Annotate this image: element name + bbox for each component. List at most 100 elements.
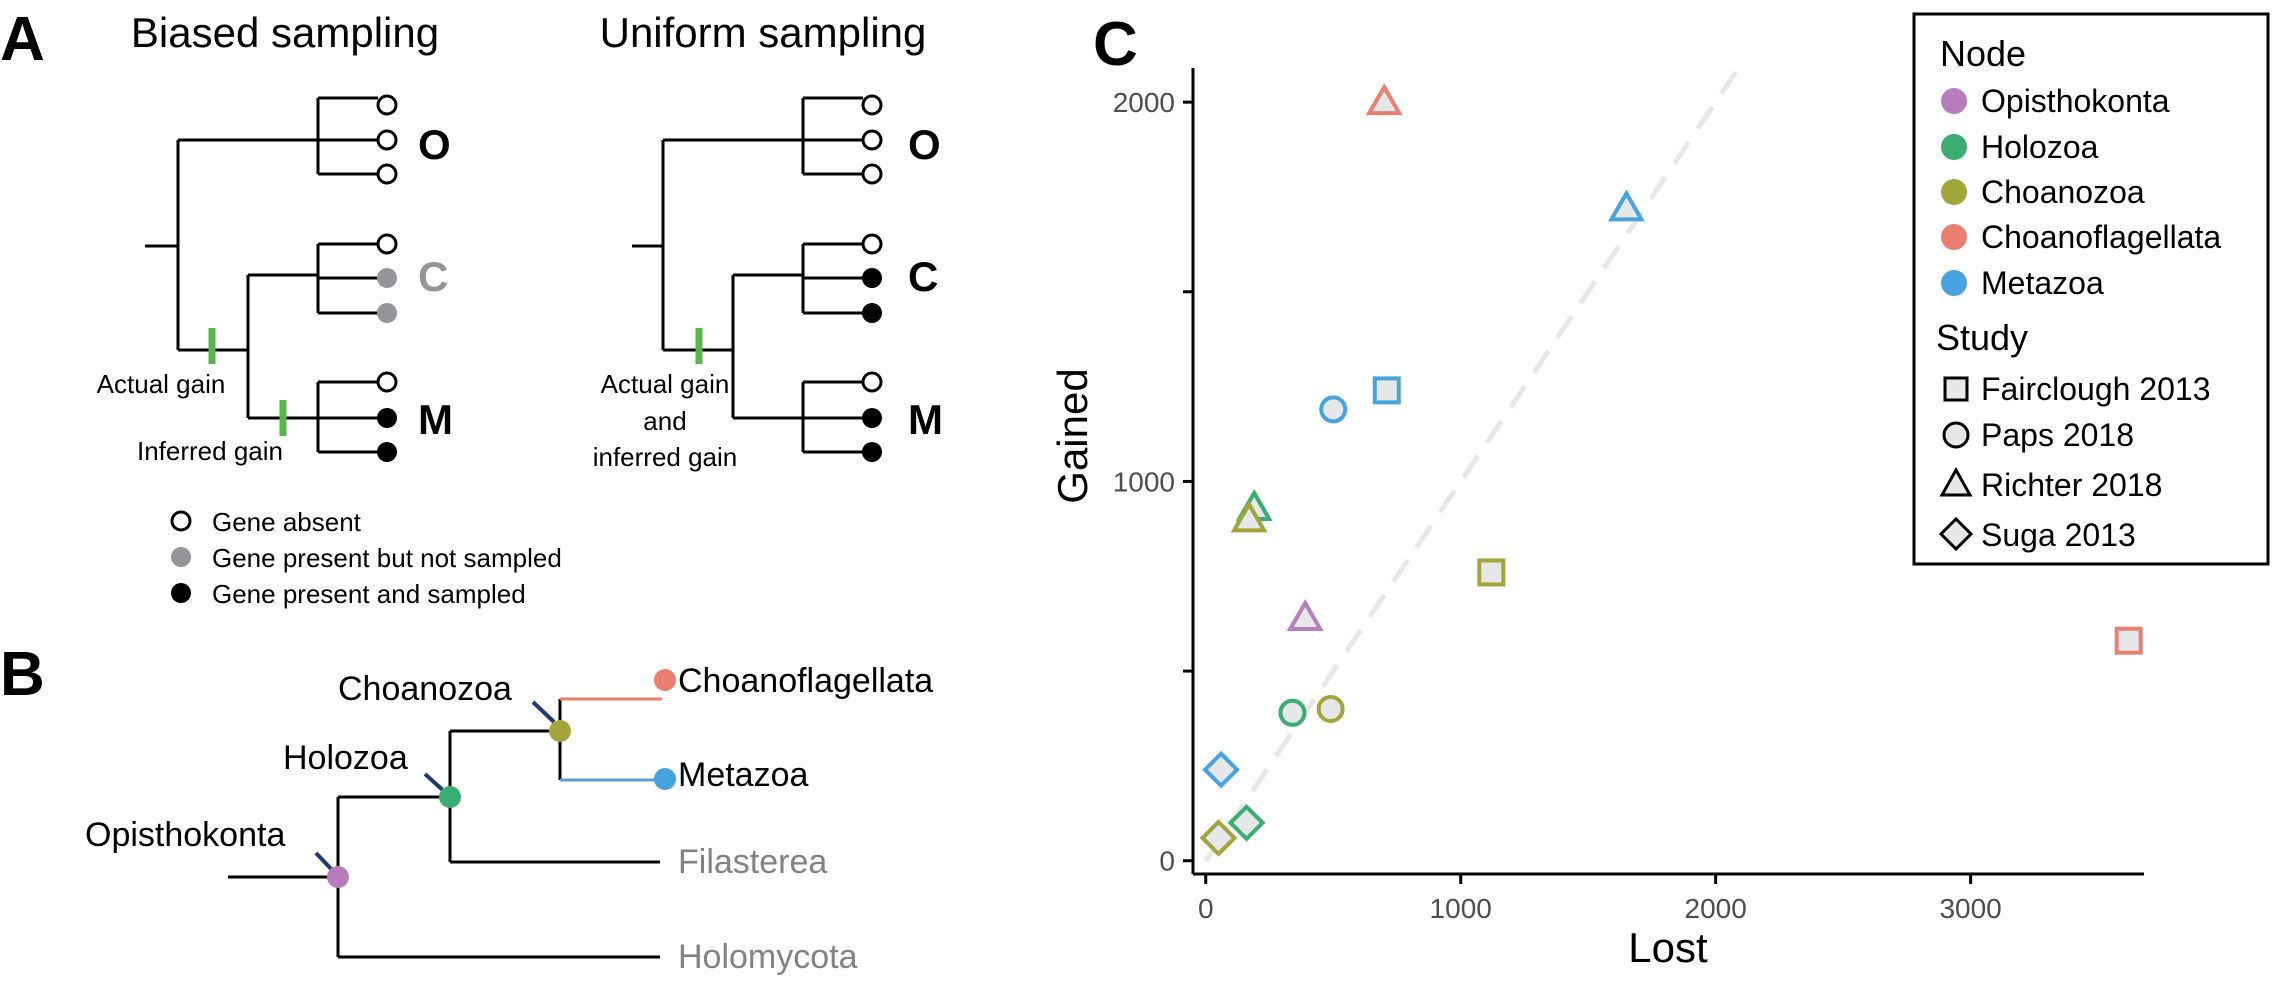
uniform-clade-m: M	[908, 396, 943, 443]
x-axis-label: Lost	[1628, 924, 1708, 971]
biased-tip-m1	[376, 371, 398, 393]
species-tree	[228, 697, 662, 959]
biased-clade-o: O	[418, 121, 451, 168]
uniform-tip-m2	[862, 408, 882, 428]
legend-node-title: Node	[1940, 33, 2026, 74]
legend-choanoflagellata-label: Choanoflagellata	[1981, 219, 2221, 255]
species-tree-branches	[228, 699, 660, 959]
legend-holozoa-label: Holozoa	[1981, 129, 2099, 165]
uniform-tip-c3	[862, 303, 882, 323]
uniform-tip-o1	[861, 94, 883, 116]
holomycota-label: Holomycota	[678, 938, 858, 976]
point-metazoa-paps	[1319, 395, 1348, 424]
legend-metazoa-label: Metazoa	[1981, 265, 2104, 301]
data-points	[1199, 83, 2143, 857]
uniform-tip-o2	[861, 129, 883, 151]
y-tick-label: 2000	[1113, 87, 1175, 118]
scatter-legend: Node Opisthokonta Holozoa Choanozoa Choa…	[1912, 12, 2270, 566]
panel-c: C 0 1000 2000 3000 0 1000 2000 Lost Gained No…	[1049, 10, 2270, 971]
legend-choanozoa-swatch	[1941, 179, 1967, 205]
point-holozoa-paps	[1278, 698, 1307, 727]
x-axis-ticks: 0 1000 2000 3000	[1198, 874, 2002, 924]
biased-tip-o1	[376, 94, 398, 116]
uniform-tip-c2	[862, 268, 882, 288]
y-axis-ticks: 0 1000 2000	[1113, 87, 1193, 877]
biased-clade-m: M	[418, 396, 453, 443]
point-opisthokonta-richter	[1286, 598, 1324, 631]
y-tick-label: 0	[1159, 846, 1175, 877]
metazoa-node	[654, 768, 676, 790]
choanoflagellata-node	[654, 669, 676, 691]
uniform-sampling-title: Uniform sampling	[600, 9, 927, 56]
x-tick-label: 0	[1198, 893, 1214, 924]
x-tick-label: 1000	[1430, 893, 1492, 924]
biased-actual-gain-label: Actual gain	[97, 369, 226, 399]
x-tick-label: 3000	[1939, 893, 2001, 924]
identity-reference-line	[1203, 62, 1744, 863]
legend-choanozoa-label: Choanozoa	[1981, 174, 2145, 210]
y-tick-label: 1000	[1113, 466, 1175, 497]
holozoa-label: Holozoa	[283, 739, 408, 777]
point-choanoflagellata-fairclough	[2114, 626, 2143, 655]
legend-fairclough-label: Fairclough 2013	[1981, 371, 2210, 407]
choanoflagellata-label: Choanoflagellata	[678, 662, 933, 700]
legend-square-icon	[1943, 376, 1969, 402]
filasterea-label: Filasterea	[678, 843, 827, 881]
uniform-annotation-line3: inferred gain	[593, 442, 738, 472]
legend-choanoflagellata-swatch	[1941, 224, 1967, 250]
uniform-tip-m1	[861, 371, 883, 393]
legend-suga-label: Suga 2013	[1981, 517, 2136, 553]
legend-metazoa-swatch	[1941, 270, 1967, 296]
panel-b: B Opisthokonta Holozoa Choanozoa Choanof…	[0, 640, 933, 976]
point-holozoa-suga	[1227, 803, 1266, 842]
uniform-clade-c: C	[908, 253, 938, 300]
sampling-legend: Gene absent Gene present but not sampled…	[170, 507, 562, 609]
panel-a: A Biased sampling Uniform sampling O C M…	[0, 5, 943, 609]
legend-absent-icon	[170, 510, 192, 532]
legend-study-title: Study	[1936, 317, 2028, 358]
uniform-tip-c1	[861, 233, 883, 255]
legend-holozoa-swatch	[1941, 134, 1967, 160]
biased-inferred-gain-label: Inferred gain	[137, 436, 283, 466]
legend-opisthokonta-swatch	[1941, 88, 1967, 114]
holozoa-node	[439, 786, 461, 808]
uniform-tip-m3	[862, 442, 882, 462]
scatter-plot: 0 1000 2000 3000 0 1000 2000 Lost Gained	[1049, 62, 2144, 971]
uniform-tips	[861, 94, 883, 462]
uniform-clade-o: O	[908, 121, 941, 168]
point-choanoflagellata-richter	[1365, 83, 1403, 116]
biased-tips	[376, 94, 398, 462]
opisthokonta-node	[327, 866, 349, 888]
biased-sampling-title: Biased sampling	[131, 9, 439, 56]
point-metazoa-fairclough	[1372, 376, 1401, 405]
uniform-tip-o3	[861, 163, 883, 185]
legend-circle-icon	[1942, 421, 1970, 449]
uniform-tree	[632, 96, 863, 454]
uniform-annotation-line2: and	[643, 406, 686, 436]
legend-box	[1912, 12, 2270, 566]
uniform-annotation-line1: Actual gain	[601, 369, 730, 399]
point-metazoa-suga	[1202, 750, 1240, 789]
point-choanozoa-fairclough	[1477, 558, 1506, 587]
legend-unsampled-label: Gene present but not sampled	[212, 543, 562, 573]
x-tick-label: 2000	[1685, 893, 1747, 924]
legend-triangle-icon	[1939, 466, 1973, 497]
legend-opisthokonta-label: Opisthokonta	[1981, 83, 2170, 119]
point-choanozoa-paps	[1316, 695, 1345, 724]
biased-clade-c: C	[418, 253, 448, 300]
y-axis-label: Gained	[1049, 368, 1096, 503]
legend-sampled-label: Gene present and sampled	[212, 579, 526, 609]
biased-tip-c3	[377, 303, 397, 323]
biased-tip-o2	[376, 129, 398, 151]
metazoa-label: Metazoa	[678, 756, 808, 794]
legend-richter-label: Richter 2018	[1981, 467, 2162, 503]
biased-tip-m3	[377, 442, 397, 462]
legend-unsampled-icon	[171, 547, 191, 567]
biased-tip-c2	[377, 268, 397, 288]
node-pointer-lines	[314, 700, 556, 874]
point-choanozoa-richter	[1230, 500, 1268, 533]
opisthokonta-label: Opisthokonta	[85, 816, 285, 854]
choanozoa-node	[549, 720, 571, 742]
legend-diamond-icon	[1938, 516, 1974, 552]
biased-tip-o3	[376, 163, 398, 185]
